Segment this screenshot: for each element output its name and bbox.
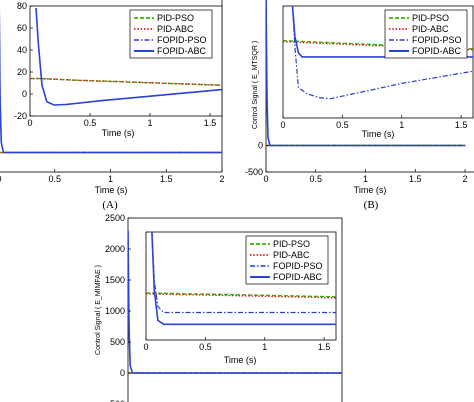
panel-b-ytick-label: -500 [245,167,263,177]
A-inset-series-fopid-abc [35,8,222,106]
panel-b-xlabel: Time (s) [354,185,387,195]
caption-a: (A) [102,199,118,211]
panel-c-ytick-label: 0 [120,368,125,378]
C-inset-series-pid-pso [146,292,336,298]
A-inset-xtick-label: 0 [27,118,32,128]
panel-a-legend-label: PID-PSO [157,13,194,23]
A-inset-xtick-label: 1 [147,118,152,128]
C-inset-xtick-label: 1.5 [318,342,331,352]
C-inset-xtick-label: 1 [262,342,267,352]
A-inset-xtick-label: 0.5 [84,118,97,128]
panel-a-inset-ytick-label: 0 [22,89,27,99]
A-main-xtick-label: 0 [0,174,2,184]
panel-b-legend-label: PID-ABC [412,24,449,34]
B-inset-series-fopid-pso [291,6,473,100]
panel-c-ytick-label: 500 [110,337,125,347]
panel-a-legend-label: FOPID-PSO [157,35,207,45]
panel-c-inset-xlabel: Time (s) [224,355,257,365]
B-inset-xtick-label: 0 [280,120,285,130]
A-main-series-fopid-abc [0,6,222,154]
panel-c-ylabel: Control Signal ( E_MIMFAE ) [95,265,102,355]
A-main-xtick-label: 1 [108,174,113,184]
panel-c-legend-label: PID-PSO [273,239,310,249]
A-inset-series-pid-abc [30,77,222,86]
A-main-xtick-label: 2 [219,174,224,184]
panel-a-inset-ytick-label: 20 [17,67,27,77]
B-inset-xtick-label: 0.5 [336,120,349,130]
panel-a-inset-ytick-label: 40 [17,45,27,55]
panel-a-legend-label: PID-ABC [157,24,194,34]
panel-c-ytick-label: 1000 [105,306,125,316]
panel-b-ylabel: Control Signal ( E_MTSQR ) [252,41,259,129]
A-main-xtick-label: 0.5 [49,174,62,184]
C-inset-series-fopid-pso [151,232,336,314]
panel-b-legend-label: FOPID-ABC [412,46,462,56]
C-inset-xtick-label: 0 [143,342,148,352]
panel-b-legend-label: PID-PSO [412,13,449,23]
A-inset-xtick-label: 1.5 [204,118,217,128]
C-inset-xtick-label: 0.5 [199,342,212,352]
panel-a-xlabel: Time (s) [95,185,128,195]
C-main-series-fopid-abc [128,230,342,374]
panel-a-inset-ytick-label: 60 [17,23,27,33]
B-inset-xtick-label: 1.5 [455,120,468,130]
panel-c-ytick-label: 1500 [105,275,125,285]
B-main-xtick-label: 0 [263,174,268,184]
panel-a-inset-ytick-label: 80 [17,1,27,11]
panel-b-legend-label: FOPID-PSO [412,35,462,45]
panel-c-legend-label: FOPID-ABC [273,272,323,282]
panel-c-legend-label: PID-ABC [273,250,310,260]
panel-c-ytick-label: -500 [107,399,125,402]
panel-a-inset-ytick-label: -20 [14,111,27,121]
panel-c-ytick-label: 2000 [105,244,125,254]
B-main-xtick-label: 1 [363,174,368,184]
panel-b-inset-xlabel: Time (s) [362,129,395,139]
B-main-xtick-label: 2 [463,174,468,184]
B-inset-xtick-label: 1 [399,120,404,130]
C-inset-series-fopid-abc [151,232,336,326]
B-main-xtick-label: 1.5 [409,174,422,184]
B-main-xtick-label: 0.5 [310,174,323,184]
caption-b: (B) [364,199,379,211]
panel-a-inset-xlabel: Time (s) [102,128,135,138]
panel-a-legend-label: FOPID-ABC [157,46,207,56]
panel-c-legend-label: FOPID-PSO [273,261,323,271]
panel-b-ytick-label: 0 [258,141,263,151]
A-main-xtick-label: 1.5 [160,174,173,184]
panel-c-ytick-label: 2500 [105,213,125,223]
B-inset-series-fopid-abc [291,6,473,58]
B-main-series-fopid-abc [266,0,466,147]
